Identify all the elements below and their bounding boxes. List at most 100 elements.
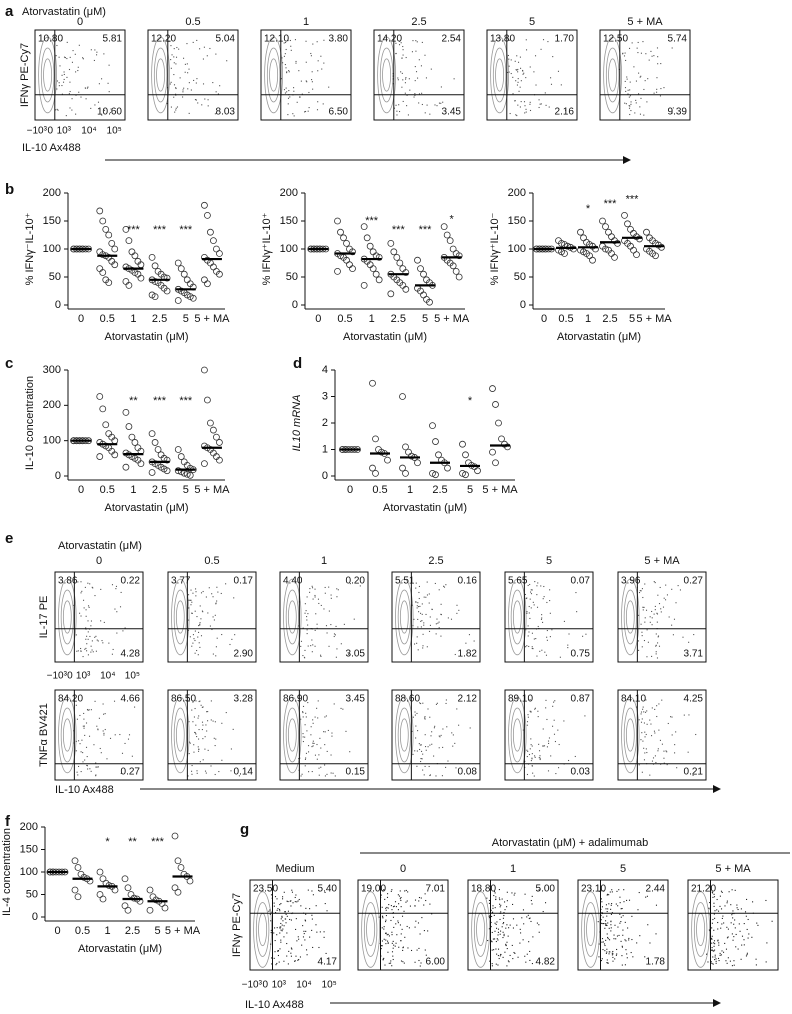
event-dot xyxy=(497,939,499,941)
data-point xyxy=(151,293,159,301)
event-dot xyxy=(108,91,110,93)
event-dot xyxy=(414,926,416,928)
column-label: Medium xyxy=(275,863,314,875)
data-point xyxy=(124,906,132,914)
event-dot xyxy=(312,719,314,721)
panel-letter: f xyxy=(5,813,11,830)
event-dot xyxy=(469,727,471,729)
event-dot xyxy=(440,613,442,615)
x-tick-label: 1 xyxy=(369,313,375,325)
event-dot xyxy=(548,737,551,739)
event-dot xyxy=(438,747,440,749)
event-dot xyxy=(193,638,195,640)
event-dot xyxy=(127,738,130,740)
event-dot xyxy=(96,51,98,53)
event-dot xyxy=(607,938,609,940)
quadrant-value: 2.44 xyxy=(646,884,666,895)
event-dot xyxy=(415,50,417,52)
event-dot xyxy=(299,956,302,958)
event-dot xyxy=(283,925,285,927)
event-dot xyxy=(277,954,279,957)
data-point xyxy=(561,250,568,257)
event-dot xyxy=(308,771,310,773)
event-dot xyxy=(305,907,307,909)
event-dot xyxy=(507,71,509,74)
event-dot xyxy=(208,587,210,589)
event-dot xyxy=(717,939,719,941)
event-dot xyxy=(75,704,77,706)
event-dot xyxy=(501,898,503,900)
event-dot xyxy=(427,746,429,748)
event-dot xyxy=(320,766,322,768)
data-point xyxy=(558,239,565,247)
data-point xyxy=(602,245,609,253)
event-dot xyxy=(498,889,500,891)
event-dot xyxy=(314,754,317,756)
event-dot xyxy=(170,106,172,108)
event-dot xyxy=(82,761,84,763)
event-dot xyxy=(398,104,400,106)
data-point xyxy=(452,267,460,275)
event-dot xyxy=(671,47,673,49)
event-dot xyxy=(303,930,305,932)
event-dot xyxy=(330,594,332,596)
event-dot xyxy=(431,731,433,733)
event-dot xyxy=(395,942,397,944)
event-dot xyxy=(529,748,531,750)
event-dot xyxy=(306,633,308,635)
event-dot xyxy=(311,639,313,641)
event-dot xyxy=(534,755,536,757)
event-dot xyxy=(489,960,491,962)
event-dot xyxy=(506,900,508,902)
event-dot xyxy=(390,962,392,964)
event-dot xyxy=(655,761,657,764)
event-dot xyxy=(103,621,105,623)
event-dot xyxy=(426,104,428,106)
event-dot xyxy=(411,604,413,606)
event-dot xyxy=(621,907,623,910)
event-dot xyxy=(425,954,427,956)
event-dot xyxy=(516,84,518,86)
event-dot xyxy=(735,946,737,948)
event-dot xyxy=(615,903,617,905)
event-dot xyxy=(398,946,400,948)
data-point xyxy=(564,242,571,250)
quadrant-value: 4.28 xyxy=(121,649,141,660)
quadrant-value: 3.71 xyxy=(684,649,704,660)
event-dot xyxy=(294,960,296,962)
event-dot xyxy=(424,949,426,951)
column-label: 5 + MA xyxy=(627,16,663,28)
contour xyxy=(366,912,376,947)
event-dot xyxy=(317,717,319,719)
event-dot xyxy=(292,113,294,115)
event-dot xyxy=(624,102,626,104)
event-dot xyxy=(714,917,716,919)
event-dot xyxy=(746,954,748,956)
event-dot xyxy=(417,922,420,924)
event-dot xyxy=(641,718,643,720)
event-dot xyxy=(73,730,75,732)
event-dot xyxy=(414,94,416,96)
event-dot xyxy=(549,600,551,602)
data-point xyxy=(177,453,185,460)
event-dot xyxy=(385,932,387,934)
data-point xyxy=(96,393,104,400)
event-dot xyxy=(663,757,665,759)
event-dot xyxy=(643,88,645,91)
event-dot xyxy=(85,638,87,640)
event-dot xyxy=(305,110,307,113)
event-dot xyxy=(582,635,584,637)
event-dot xyxy=(191,612,193,614)
significance-label: *** xyxy=(179,224,193,236)
event-dot xyxy=(622,53,624,55)
event-dot xyxy=(628,899,631,901)
event-dot xyxy=(656,715,658,718)
event-dot xyxy=(531,903,533,905)
significance-label: *** xyxy=(604,198,618,210)
event-dot xyxy=(303,933,305,935)
event-dot xyxy=(607,922,609,924)
event-dot xyxy=(326,910,328,912)
event-dot xyxy=(312,43,314,45)
data-point xyxy=(154,446,162,453)
event-dot xyxy=(609,891,611,893)
